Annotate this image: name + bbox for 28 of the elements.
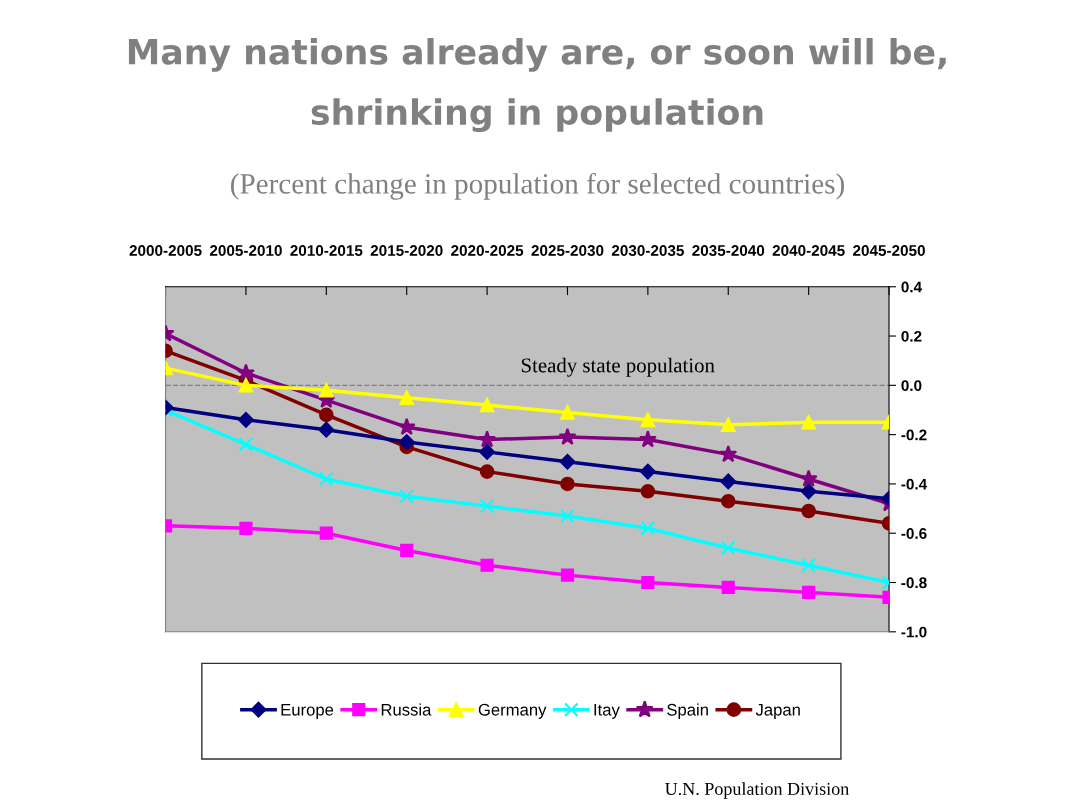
x-tick-label: 2040-2045 xyxy=(772,245,845,256)
x-tick-label: 2025-2030 xyxy=(531,245,604,256)
y-tick-label: -0.4 xyxy=(901,478,928,490)
y-tick-label: -0.8 xyxy=(901,577,927,589)
legend-label: Spain xyxy=(667,703,708,719)
legend-label: Japan xyxy=(755,704,800,719)
legend-label: Europe xyxy=(281,704,334,719)
x-tick-label: 2000-2005 xyxy=(129,245,202,256)
y-tick-label: -0.6 xyxy=(901,528,927,539)
text: U.N. Population Division xyxy=(665,782,849,799)
legend-label: Itay xyxy=(594,704,620,719)
x-tick-label: 2020-2025 xyxy=(451,245,524,256)
y-tick-label: 0.2 xyxy=(901,330,922,342)
x-tick-label: 2005-2010 xyxy=(209,245,282,256)
ref-line-label: Steady state population xyxy=(521,357,715,377)
chart-subtitle: (Percent change in population for selected countries) xyxy=(231,172,844,200)
x-tick-label: 2035-2040 xyxy=(692,245,765,256)
y-tick-label: 0.0 xyxy=(901,380,922,392)
x-tick-label: 2030-2035 xyxy=(611,245,684,256)
x-tick-label: 2010-2015 xyxy=(290,245,363,256)
x-tick-label: 2045-2050 xyxy=(853,245,925,256)
y-tick-label: -1.0 xyxy=(901,626,927,638)
x-tick-label: 2015-2020 xyxy=(370,245,443,256)
y-tick-label: 0.4 xyxy=(901,281,922,293)
legend-label: Russia xyxy=(381,703,432,716)
legend-label: Germany xyxy=(478,703,547,719)
chart-title: Many nations already are, or soon will be, shrinking in population xyxy=(128,37,946,133)
y-tick-label: -0.2 xyxy=(901,429,927,441)
